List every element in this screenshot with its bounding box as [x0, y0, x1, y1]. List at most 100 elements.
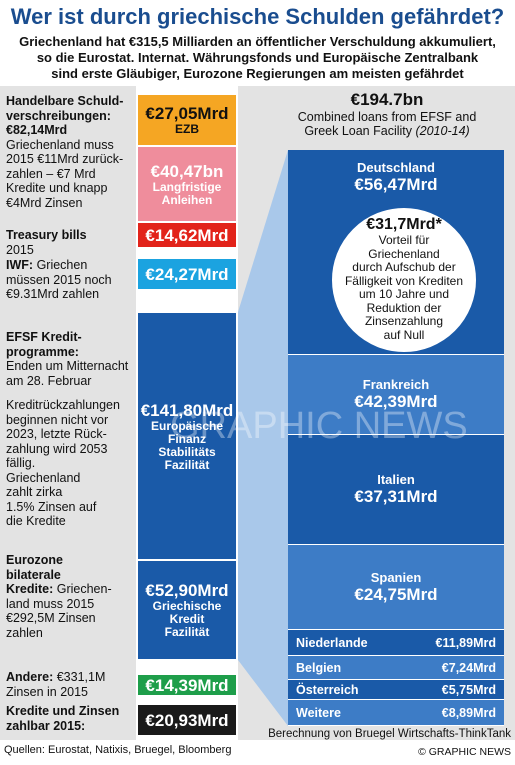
block-label: Griechische — [152, 599, 222, 613]
callout-amount: €31,7Mrd* — [366, 216, 442, 233]
country-amount: €24,75Mrd — [354, 584, 438, 604]
callout-line: Zinsenzahlung — [364, 314, 444, 328]
country-name: Niederlande — [296, 635, 368, 650]
section-heading: Andere: — [6, 670, 54, 684]
country-amount: €42,39Mrd — [354, 392, 438, 411]
left-section: Handelbare Schuld-verschreibungen: €82,14… — [6, 94, 136, 210]
callout-line: auf Null — [383, 327, 425, 342]
block-amount: €20,93Mrd — [145, 710, 229, 730]
subtitle-line: so die Eurostat. Internat. Währungsfonds… — [36, 50, 479, 65]
section-heading: programme: — [6, 344, 79, 359]
section-heading: Handelbare Schuld- — [6, 94, 124, 108]
subtitle-line: Griechenland hat €315,5 Milliarden an öf… — [19, 34, 496, 49]
block-label: Fazilität — [164, 457, 210, 472]
section-text: €331,1M — [56, 670, 106, 684]
callout-line: Griechenland — [368, 246, 440, 261]
callout-line: Reduktion der — [366, 300, 442, 315]
callout-line: Vorteil für — [378, 233, 430, 247]
amount-block: €27,05Mrd EZB — [137, 94, 237, 146]
amount-block: €20,93Mrd — [137, 704, 237, 736]
subtitle: Griechenland hat €315,5 Milliarden an öf… — [0, 34, 515, 82]
section-text: zahlt zirka — [6, 485, 63, 499]
section-text: 2015 €11Mrd zurück- — [6, 152, 124, 166]
block-label: Anleihen — [161, 192, 213, 207]
header-period: (2010-14) — [415, 124, 470, 138]
left-section: IWF: Griechen müssen 2015 noch €9.31Mrd za… — [6, 258, 136, 302]
section-text: Griechenland — [6, 470, 81, 485]
country-segment: Frankreich €42,39Mrd — [288, 355, 504, 435]
country-amount: €56,47Mrd — [354, 175, 438, 194]
section-text: fällig. — [6, 456, 36, 470]
callout: €31,7Mrd* Vorteil für Griechenland durch Au… — [330, 206, 478, 354]
amount-block: €14,62Mrd — [137, 222, 237, 248]
connector-shape — [238, 150, 288, 726]
header-line: Greek Loan Facility (2010-14) — [304, 124, 470, 138]
section-text: land muss 2015 — [6, 596, 95, 611]
country-name: Frankreich — [362, 377, 430, 392]
section-heading: Treasury bills — [6, 228, 87, 242]
section-text: zahlen – €7 Mrd — [6, 166, 96, 181]
title: Wer ist durch griechische Schulden gefäh… — [10, 4, 505, 29]
block-label: Finanz — [168, 431, 206, 446]
section-text: Griechen — [36, 258, 88, 272]
block-amount: €14,62Mrd — [145, 225, 229, 245]
callout-line: um 10 Jahre und — [358, 287, 450, 301]
left-section: Kredite und Zinsen zahlbar 2015: — [6, 704, 136, 733]
section-text: am 28. Februar — [6, 373, 92, 388]
section-text: zahlen — [6, 625, 43, 640]
country-segment: Österreich €5,75Mrd — [288, 680, 504, 700]
left-section: Eurozone bilaterale Kredite: Griechen-land… — [6, 553, 136, 640]
section-text: müssen 2015 noch — [6, 272, 112, 287]
watermark: GRAPHIC NEWS — [170, 405, 468, 447]
amount-block: €24,27Mrd — [137, 258, 237, 290]
amount-block: €14,39Mrd — [137, 674, 237, 696]
section-heading: Kredite und Zinsen — [6, 704, 120, 718]
section-heading: €82,14Mrd — [6, 123, 68, 137]
section-text: Zinsen in 2015 — [6, 684, 89, 699]
footer-copyright: © GRAPHIC NEWS — [418, 746, 511, 758]
country-name: Spanien — [370, 569, 422, 585]
block-amount: €14,39Mrd — [145, 675, 229, 695]
header-line: Combined loans from EFSF and — [297, 110, 477, 124]
block-label: Kredit — [169, 612, 205, 626]
left-section: EFSF Kredit-programme: Enden um Mitternac… — [6, 330, 136, 529]
block-label: Europäische — [150, 418, 224, 433]
country-amount: €8,89Mrd — [441, 705, 496, 720]
section-text: Enden um Mitternacht — [6, 359, 129, 373]
amount-block: €40,47bn Langfristige Anleihen — [137, 146, 237, 222]
country-segment: Belgien €7,24Mrd — [288, 656, 504, 680]
country-amount: €11,89Mrd — [435, 635, 496, 650]
section-text: 1.5% Zinsen auf — [6, 499, 97, 514]
callout-line: durch Aufschub der — [352, 260, 456, 274]
block-label: Langfristige — [152, 179, 222, 194]
block-amount: €24,27Mrd — [145, 264, 229, 284]
block-amount: €141,80Mrd — [140, 400, 234, 420]
country-amount: €7,24Mrd — [441, 660, 496, 675]
section-text: Kreditrückzahlungen — [6, 398, 120, 412]
block-label: Stabilitäts — [158, 444, 216, 459]
country-name: Weitere — [296, 705, 341, 720]
section-text: €292,5M Zinsen — [6, 611, 96, 625]
amount-block: €52,90Mrd Griechische Kredit Fazilität — [137, 560, 237, 660]
amount-block: €141,80Mrd Europäische Finanz Stabilitäts Fa… — [137, 312, 237, 560]
section-text: Griechenland muss — [6, 137, 114, 152]
country-amount: €5,75Mrd — [441, 682, 496, 697]
country-name: Österreich — [296, 682, 359, 697]
header-amount: €194.7bn — [350, 90, 424, 109]
section-heading: IWF: — [6, 258, 34, 272]
left-section: Andere: €331,1M Zinsen in 2015 — [6, 670, 136, 699]
section-text: Griechen- — [56, 582, 112, 596]
section-text: Kredite und knapp — [6, 181, 108, 195]
callout-line: Fälligkeit von Krediten — [344, 273, 464, 288]
section-heading: bilaterale — [6, 567, 61, 582]
country-segment: Weitere €8,89Mrd — [288, 700, 504, 726]
section-text: €4Mrd Zinsen — [6, 195, 83, 210]
spacer — [6, 388, 136, 398]
country-segment: Italien €37,31Mrd — [288, 435, 504, 545]
country-amount: €37,31Mrd — [354, 487, 438, 506]
footer-sources: Quellen: Eurostat, Natixis, Bruegel, Blo… — [4, 744, 232, 756]
section-text: 2023, letzte Rück- — [6, 427, 107, 441]
country-segment: Spanien €24,75Mrd — [288, 545, 504, 630]
